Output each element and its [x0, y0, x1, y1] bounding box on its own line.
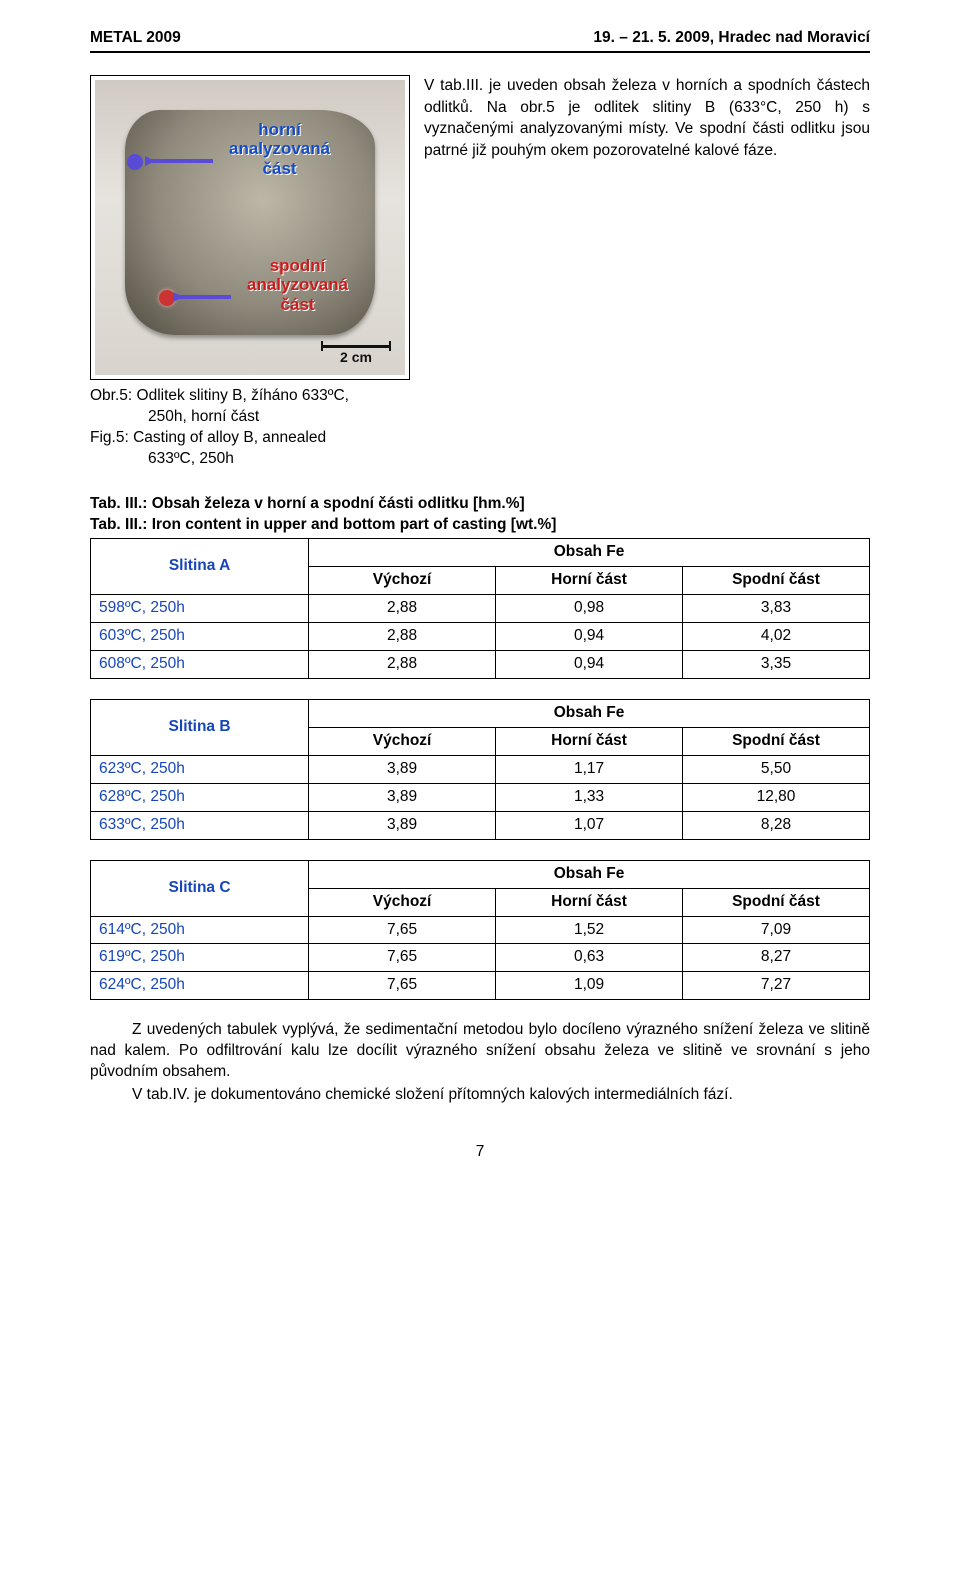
figure-row: horní analyzovaná část spodní analyzovan…: [90, 75, 870, 380]
cell: 7,65: [309, 916, 496, 944]
figure-caption: Obr.5: Odlitek slitiny B, žíháno 633ºC, …: [90, 386, 870, 470]
annotation-bottom: spodní analyzovaná část: [247, 256, 348, 315]
cell-cond: 624ºC, 250h: [91, 972, 309, 1000]
col-vychozi: Výchozí: [309, 888, 496, 916]
cell: 3,89: [309, 783, 496, 811]
header-left: METAL 2009: [90, 28, 181, 49]
table-row: 633ºC, 250h3,891,078,28: [91, 811, 870, 839]
table3-title-en: Tab. III.: Iron content in upper and bot…: [90, 516, 556, 533]
cell-cond: 619ºC, 250h: [91, 944, 309, 972]
col-horni: Horní část: [496, 888, 683, 916]
table-row: 608ºC, 250h2,880,943,35: [91, 651, 870, 679]
cell: 1,52: [496, 916, 683, 944]
col-vychozi: Výchozí: [309, 567, 496, 595]
cell-cond: 598ºC, 250h: [91, 595, 309, 623]
cell: 12,80: [683, 783, 870, 811]
col-fe: Obsah Fe: [309, 539, 870, 567]
table-row: 598ºC, 250h2,880,983,83: [91, 595, 870, 623]
cell: 1,17: [496, 755, 683, 783]
col-horni: Horní část: [496, 567, 683, 595]
col-fe: Obsah Fe: [309, 700, 870, 728]
table-row: Slitina C Obsah Fe: [91, 860, 870, 888]
marker-top-icon: [127, 154, 143, 170]
cell-cond: 633ºC, 250h: [91, 811, 309, 839]
arrow-bottom-icon: [173, 286, 233, 308]
cell: 7,65: [309, 972, 496, 1000]
cell: 0,94: [496, 651, 683, 679]
cell: 5,50: [683, 755, 870, 783]
caption-en-2: 633ºC, 250h: [90, 449, 870, 470]
figure-5: horní analyzovaná část spodní analyzovan…: [90, 75, 410, 380]
cell: 0,63: [496, 944, 683, 972]
cell: 7,65: [309, 944, 496, 972]
cell: 8,27: [683, 944, 870, 972]
cell-cond: 608ºC, 250h: [91, 651, 309, 679]
sample-photo-placeholder: horní analyzovaná část spodní analyzovan…: [95, 80, 405, 375]
annotation-top: horní analyzovaná část: [229, 120, 330, 179]
table-row: 614ºC, 250h7,651,527,09: [91, 916, 870, 944]
col-spodni: Spodní část: [683, 727, 870, 755]
table-slitina-c: Slitina C Obsah Fe Výchozí Horní část Sp…: [90, 860, 870, 1001]
table3-title: Tab. III.: Obsah železa v horní a spodní…: [90, 494, 870, 536]
annotation-bottom-l2: analyzovaná: [247, 275, 348, 294]
cell-cond: 628ºC, 250h: [91, 783, 309, 811]
col-vychozi: Výchozí: [309, 727, 496, 755]
cell: 4,02: [683, 623, 870, 651]
alloy-b-label: Slitina B: [91, 700, 309, 756]
arrow-top-icon: [145, 150, 215, 172]
scale-bar: 2 cm: [321, 345, 391, 367]
cell: 3,89: [309, 755, 496, 783]
cell: 7,09: [683, 916, 870, 944]
cell: 2,88: [309, 651, 496, 679]
table-row: 619ºC, 250h7,650,638,27: [91, 944, 870, 972]
paragraph-2: V tab.IV. je dokumentováno chemické slož…: [90, 1085, 870, 1106]
table3-title-cz: Tab. III.: Obsah železa v horní a spodní…: [90, 495, 525, 512]
annotation-bottom-l1: spodní: [270, 256, 326, 275]
cell: 0,94: [496, 623, 683, 651]
paragraph-1: Z uvedených tabulek vyplývá, že sediment…: [90, 1020, 870, 1083]
annotation-top-l1: horní: [258, 120, 301, 139]
cell: 3,35: [683, 651, 870, 679]
alloy-c-label: Slitina C: [91, 860, 309, 916]
table-row: 603ºC, 250h2,880,944,02: [91, 623, 870, 651]
caption-cz-1: Obr.5: Odlitek slitiny B, žíháno 633ºC,: [90, 386, 870, 407]
annotation-bottom-l3: část: [281, 295, 315, 314]
cell: 3,83: [683, 595, 870, 623]
scale-label: 2 cm: [340, 348, 372, 367]
col-horni: Horní část: [496, 727, 683, 755]
cell: 1,09: [496, 972, 683, 1000]
cell: 8,28: [683, 811, 870, 839]
table-row: Slitina B Obsah Fe: [91, 700, 870, 728]
table-row: 628ºC, 250h3,891,3312,80: [91, 783, 870, 811]
header-right: 19. – 21. 5. 2009, Hradec nad Moravicí: [593, 28, 870, 49]
page-header: METAL 2009 19. – 21. 5. 2009, Hradec nad…: [90, 28, 870, 49]
alloy-a-label: Slitina A: [91, 539, 309, 595]
cell: 0,98: [496, 595, 683, 623]
cell: 2,88: [309, 623, 496, 651]
cell-cond: 623ºC, 250h: [91, 755, 309, 783]
annotation-top-l2: analyzovaná: [229, 139, 330, 158]
table-row: 623ºC, 250h3,891,175,50: [91, 755, 870, 783]
cell: 7,27: [683, 972, 870, 1000]
col-spodni: Spodní část: [683, 888, 870, 916]
header-rule: [90, 51, 870, 53]
page-number: 7: [90, 1142, 870, 1163]
table-slitina-b: Slitina B Obsah Fe Výchozí Horní část Sp…: [90, 699, 870, 840]
col-fe: Obsah Fe: [309, 860, 870, 888]
col-spodni: Spodní část: [683, 567, 870, 595]
cell-cond: 614ºC, 250h: [91, 916, 309, 944]
table-row: Slitina A Obsah Fe: [91, 539, 870, 567]
annotation-top-l3: část: [263, 159, 297, 178]
caption-cz-2: 250h, horní část: [90, 407, 870, 428]
cell: 1,07: [496, 811, 683, 839]
cell: 1,33: [496, 783, 683, 811]
cell: 2,88: [309, 595, 496, 623]
cell-cond: 603ºC, 250h: [91, 623, 309, 651]
table-slitina-a: Slitina A Obsah Fe Výchozí Horní část Sp…: [90, 538, 870, 679]
caption-en-1: Fig.5: Casting of alloy B, annealed: [90, 428, 870, 449]
figure-side-text: V tab.III. je uveden obsah železa v horn…: [424, 75, 870, 162]
cell: 3,89: [309, 811, 496, 839]
table-row: 624ºC, 250h7,651,097,27: [91, 972, 870, 1000]
